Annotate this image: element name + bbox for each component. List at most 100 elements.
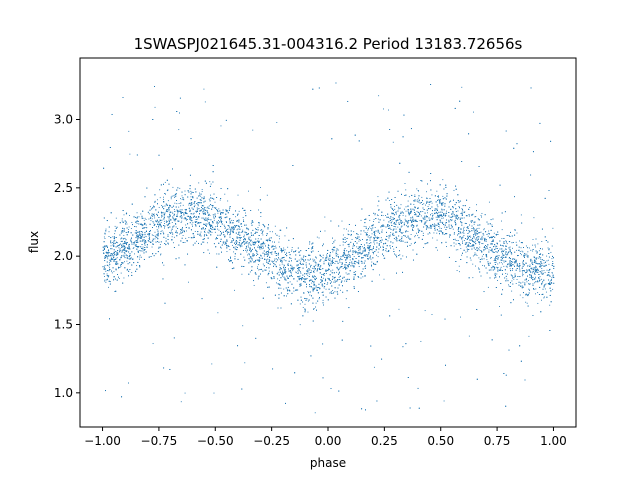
data-point xyxy=(466,215,468,217)
data-point xyxy=(439,222,441,223)
data-point xyxy=(511,270,513,271)
data-point xyxy=(122,250,123,252)
data-point xyxy=(283,259,285,261)
data-point xyxy=(289,281,291,283)
data-point xyxy=(405,210,407,212)
data-point xyxy=(462,231,464,233)
data-point xyxy=(501,229,503,231)
data-point xyxy=(525,272,526,274)
data-point xyxy=(541,263,543,265)
data-point xyxy=(359,247,361,249)
data-point xyxy=(315,287,317,289)
data-point xyxy=(307,291,309,292)
data-point xyxy=(385,215,386,216)
data-point xyxy=(532,269,534,271)
data-point xyxy=(204,229,206,231)
data-point xyxy=(224,228,226,229)
data-point xyxy=(442,195,444,197)
data-point xyxy=(541,284,543,286)
data-point xyxy=(151,215,153,217)
data-point xyxy=(133,243,135,245)
data-point xyxy=(110,240,112,242)
data-point xyxy=(127,229,129,230)
data-point xyxy=(381,229,383,231)
data-point xyxy=(377,236,378,238)
data-point xyxy=(534,282,536,284)
data-point xyxy=(387,240,389,242)
data-point xyxy=(258,269,260,271)
data-point xyxy=(441,218,443,220)
data-point xyxy=(275,245,277,247)
data-point xyxy=(136,217,138,219)
data-point xyxy=(515,241,517,243)
data-point xyxy=(160,225,162,226)
data-point xyxy=(511,274,512,276)
data-point xyxy=(540,258,541,260)
data-point xyxy=(126,223,128,225)
data-point xyxy=(126,255,128,257)
data-point xyxy=(321,292,323,293)
data-point xyxy=(274,225,276,227)
data-point xyxy=(381,231,383,233)
data-point xyxy=(141,235,143,237)
data-point xyxy=(446,210,448,212)
data-point xyxy=(267,244,269,246)
data-point xyxy=(128,258,130,260)
data-point xyxy=(526,253,528,255)
data-point xyxy=(405,220,407,222)
data-point xyxy=(348,252,350,254)
data-point xyxy=(140,256,142,258)
data-point xyxy=(139,254,141,256)
data-point xyxy=(491,249,493,251)
data-point xyxy=(370,255,371,257)
data-point xyxy=(103,268,105,270)
data-point xyxy=(395,239,397,241)
data-point xyxy=(401,240,403,242)
data-point xyxy=(530,259,532,261)
data-point xyxy=(181,195,183,197)
data-point xyxy=(522,261,524,263)
data-point xyxy=(265,282,267,284)
data-point xyxy=(478,248,480,250)
data-point xyxy=(416,188,418,190)
data-point xyxy=(192,222,194,224)
data-point xyxy=(395,212,397,214)
data-point xyxy=(108,286,109,288)
data-point xyxy=(166,225,168,227)
data-point xyxy=(431,213,433,214)
data-point xyxy=(480,231,482,233)
data-point xyxy=(332,243,334,244)
data-point xyxy=(483,258,485,260)
data-point xyxy=(180,205,182,207)
data-point xyxy=(162,231,164,233)
data-point xyxy=(176,216,178,218)
data-point xyxy=(422,232,424,234)
data-point xyxy=(430,224,432,226)
data-point xyxy=(293,290,295,292)
data-point xyxy=(399,220,401,222)
data-point xyxy=(305,262,307,264)
data-point xyxy=(368,249,370,251)
data-point xyxy=(297,273,299,274)
data-point xyxy=(522,297,524,299)
data-point xyxy=(274,260,275,262)
data-point xyxy=(171,222,173,223)
data-point xyxy=(241,273,243,275)
data-point xyxy=(356,251,358,253)
data-point xyxy=(242,229,244,231)
data-point xyxy=(439,201,441,202)
data-point xyxy=(377,205,379,207)
data-point xyxy=(345,260,347,262)
data-point xyxy=(344,280,346,282)
data-point xyxy=(528,335,530,337)
data-point xyxy=(550,282,552,283)
data-point xyxy=(130,241,132,243)
data-point xyxy=(508,284,509,286)
data-point xyxy=(530,260,532,262)
data-point xyxy=(213,219,215,221)
data-point xyxy=(542,272,544,274)
data-point xyxy=(404,218,406,220)
data-point xyxy=(255,261,256,263)
data-point xyxy=(197,205,199,207)
data-point xyxy=(383,278,385,280)
